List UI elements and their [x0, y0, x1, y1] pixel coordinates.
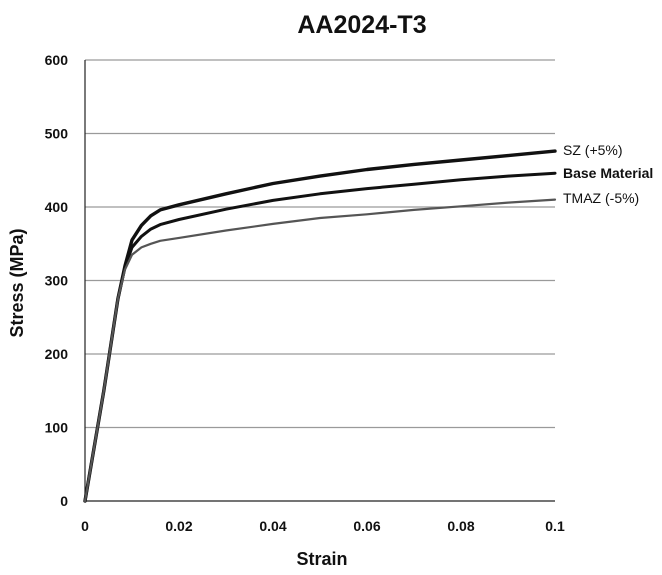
series-label: SZ (+5%) [563, 142, 623, 158]
x-tick-label: 0.06 [353, 518, 380, 534]
x-tick-label: 0.04 [259, 518, 286, 534]
x-tick-label: 0.02 [165, 518, 192, 534]
y-tick-labels: 0 100 200 300 400 500 600 [45, 52, 69, 509]
series-line [83, 198, 557, 503]
x-tick-labels: 0 0.02 0.04 0.06 0.08 0.1 [81, 518, 565, 534]
series-label: Base Material [563, 165, 653, 181]
y-axis-label: Stress (MPa) [7, 228, 27, 337]
series-labels: SZ (+5%) Base Material TMAZ (-5%) [563, 142, 653, 206]
y-tick-label: 100 [45, 420, 69, 436]
x-axis-label: Strain [296, 549, 347, 569]
y-tick-label: 0 [60, 493, 68, 509]
x-tick-label: 0.1 [545, 518, 565, 534]
chart-title: AA2024-T3 [297, 11, 426, 39]
y-tick-label: 300 [45, 273, 69, 289]
series-lines [83, 149, 557, 503]
series-line [83, 171, 557, 503]
gridlines [85, 59, 555, 429]
y-tick-label: 200 [45, 346, 69, 362]
y-tick-label: 600 [45, 52, 69, 68]
y-tick-label: 400 [45, 199, 69, 215]
x-tick-label: 0.08 [447, 518, 474, 534]
y-tick-label: 500 [45, 126, 69, 142]
series-label: TMAZ (-5%) [563, 190, 639, 206]
plot-frame [84, 60, 555, 502]
x-tick-label: 0 [81, 518, 89, 534]
